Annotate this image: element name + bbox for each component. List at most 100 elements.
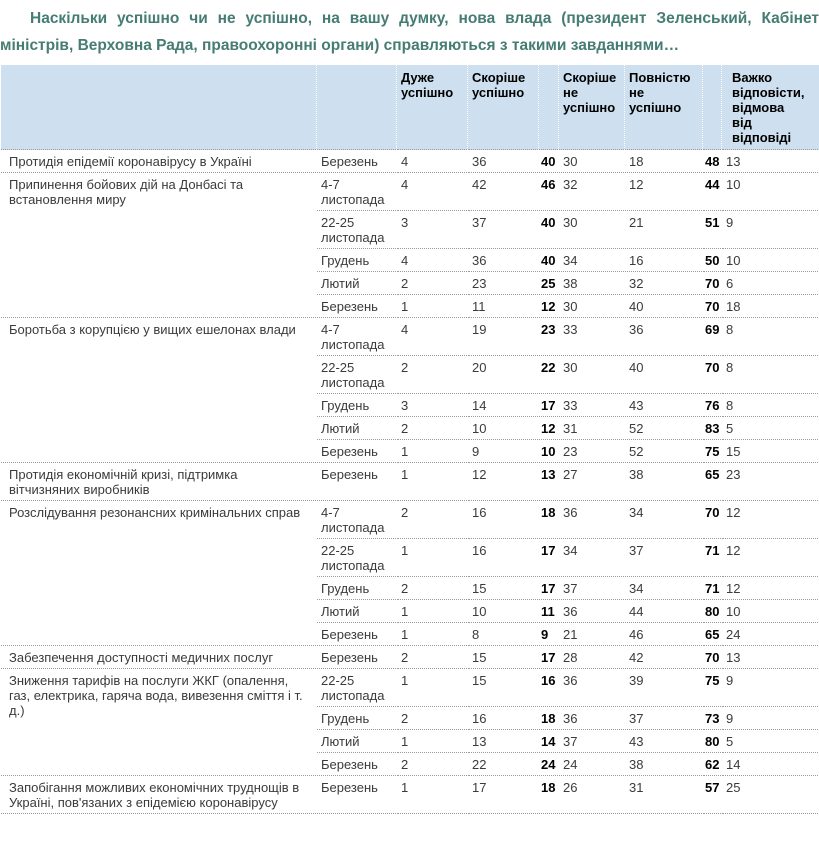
header-very-successfully: Дуже успішно <box>396 65 468 150</box>
cell-hard: 12 <box>721 500 819 539</box>
cell-rather-no: 36 <box>558 668 625 707</box>
cell-fully-no: 37 <box>624 538 703 577</box>
cell-rather-yes: 13 <box>467 729 539 753</box>
cell-hard: 9 <box>721 210 819 249</box>
cell-no-total: 83 <box>702 416 722 440</box>
cell-rather-yes: 16 <box>467 500 539 539</box>
cell-fully-no: 31 <box>624 775 703 814</box>
cell-rather-no: 30 <box>558 355 625 394</box>
cell-yes-total: 46 <box>538 172 559 211</box>
cell-yes-total: 25 <box>538 271 559 295</box>
cell-very: 2 <box>396 416 468 440</box>
cell-rather-no: 26 <box>558 775 625 814</box>
cell-rather-yes: 10 <box>467 416 539 440</box>
header-task-blank <box>0 65 317 150</box>
cell-very: 1 <box>396 538 468 577</box>
cell-period: Лютий <box>316 271 397 295</box>
cell-period: Березень <box>316 622 397 646</box>
cell-rather-yes: 15 <box>467 668 539 707</box>
cell-yes-total: 23 <box>538 317 559 356</box>
table-row: Розслідування резонансних кримінальних с… <box>0 500 819 646</box>
table-row: Припинення бойових дій на Донбасі та вст… <box>0 172 819 318</box>
cell-period: Грудень <box>316 576 397 600</box>
cell-rather-no: 37 <box>558 576 625 600</box>
cell-very: 4 <box>396 317 468 356</box>
cell-no-total: 70 <box>702 645 722 669</box>
cell-very: 1 <box>396 729 468 753</box>
cell-yes-total: 40 <box>538 149 559 173</box>
cell-yes-total: 14 <box>538 729 559 753</box>
cell-fully-no: 40 <box>624 294 703 318</box>
table-row: Забезпечення доступності медичних послуг… <box>0 645 819 669</box>
table-row: Лютий 2 10 12 31 52 83 5 <box>1 416 819 440</box>
cell-no-total: 71 <box>702 538 722 577</box>
cell-task: Припинення бойових дій на Донбасі та вст… <box>0 172 317 318</box>
cell-yes-total: 17 <box>538 393 559 417</box>
cell-period: Лютий <box>316 416 397 440</box>
cell-fully-no: 52 <box>624 439 703 463</box>
cell-rather-yes: 36 <box>467 248 539 272</box>
cell-hard: 6 <box>721 271 819 295</box>
header-rather-successfully: Скоріше успішно <box>467 65 539 150</box>
table-row: 22-25 листопада 2 20 22 30 40 70 8 <box>1 355 819 394</box>
cell-yes-total: 17 <box>538 645 559 669</box>
cell-no-total: 70 <box>702 294 722 318</box>
survey-results-table: Дуже успішно Скоріше успішно Скоріше не … <box>0 65 819 814</box>
cell-period: 22-25 листопада <box>316 210 397 249</box>
cell-task: Забезпечення доступності медичних послуг <box>0 645 317 669</box>
cell-hard: 10 <box>721 599 819 623</box>
table-row: Лютий 1 13 14 37 43 80 5 <box>1 729 819 753</box>
cell-fully-no: 37 <box>624 706 703 730</box>
cell-no-total: 76 <box>702 393 722 417</box>
cell-yes-total: 16 <box>538 668 559 707</box>
cell-fully-no: 12 <box>624 172 703 211</box>
cell-rather-yes: 11 <box>467 294 539 318</box>
cell-very: 4 <box>396 248 468 272</box>
cell-rather-no: 38 <box>558 271 625 295</box>
cell-fully-no: 21 <box>624 210 703 249</box>
cell-very: 2 <box>396 706 468 730</box>
cell-hard: 5 <box>721 729 819 753</box>
cell-fully-no: 34 <box>624 500 703 539</box>
cell-hard: 18 <box>721 294 819 318</box>
cell-very: 2 <box>396 576 468 600</box>
cell-yes-total: 18 <box>538 775 559 814</box>
cell-period: Березень <box>316 462 397 501</box>
cell-period: Грудень <box>316 706 397 730</box>
cell-very: 2 <box>396 752 468 776</box>
cell-no-total: 71 <box>702 576 722 600</box>
cell-very: 3 <box>396 393 468 417</box>
cell-yes-total: 12 <box>538 294 559 318</box>
cell-hard: 25 <box>721 775 819 814</box>
table-row: Березень 1 8 9 21 46 65 24 <box>1 622 819 646</box>
cell-no-total: 65 <box>702 462 722 501</box>
cell-rather-no: 24 <box>558 752 625 776</box>
cell-rather-no: 37 <box>558 729 625 753</box>
cell-rather-no: 34 <box>558 248 625 272</box>
cell-very: 4 <box>396 172 468 211</box>
cell-no-total: 65 <box>702 622 722 646</box>
cell-period: 22-25 листопада <box>316 538 397 577</box>
cell-yes-total: 10 <box>538 439 559 463</box>
cell-no-total: 62 <box>702 752 722 776</box>
cell-rather-yes: 16 <box>467 706 539 730</box>
cell-hard: 8 <box>721 317 819 356</box>
cell-no-total: 75 <box>702 439 722 463</box>
cell-hard: 13 <box>721 645 819 669</box>
header-rather-unsuccessfully: Скоріше не успішно <box>558 65 625 150</box>
cell-yes-total: 22 <box>538 355 559 394</box>
cell-hard: 23 <box>721 462 819 501</box>
cell-very: 3 <box>396 210 468 249</box>
cell-fully-no: 44 <box>624 599 703 623</box>
cell-task: Протидія економічній кризі, підтримка ві… <box>0 462 317 501</box>
cell-yes-total: 18 <box>538 500 559 539</box>
cell-yes-total: 11 <box>538 599 559 623</box>
cell-no-total: 70 <box>702 271 722 295</box>
cell-period: Лютий <box>316 599 397 623</box>
cell-hard: 9 <box>721 706 819 730</box>
cell-yes-total: 13 <box>538 462 559 501</box>
cell-hard: 8 <box>721 393 819 417</box>
cell-fully-no: 40 <box>624 355 703 394</box>
cell-yes-total: 40 <box>538 248 559 272</box>
intro-question: Наскільки успішно чи не успішно, на вашу… <box>0 10 819 54</box>
